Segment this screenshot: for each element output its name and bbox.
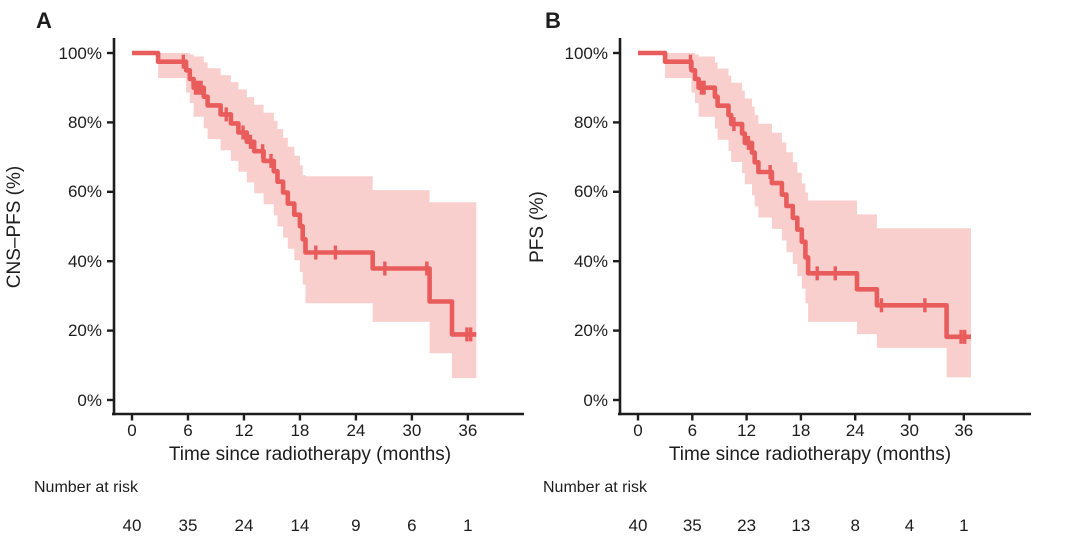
panel-b-group xyxy=(613,38,1031,421)
number-at-risk-value-a: 40 xyxy=(122,516,142,535)
x-tick-label-a: 18 xyxy=(290,421,310,440)
y-tick-label-b: 40% xyxy=(573,251,608,271)
x-tick-label-a: 24 xyxy=(346,421,366,440)
number-at-risk-value-b: 35 xyxy=(682,516,702,535)
y-tick-label-b: 100% xyxy=(564,43,608,63)
panel-a-y-axis-title: CNS–PFS (%) xyxy=(4,165,25,289)
x-tick-label-a: 6 xyxy=(183,421,193,440)
number-at-risk-value-a: 6 xyxy=(407,516,417,535)
number-at-risk-value-b: 13 xyxy=(791,516,811,535)
number-at-risk-value-a: 9 xyxy=(351,516,361,535)
x-tick-label-b: 12 xyxy=(737,421,757,440)
y-tick-label-a: 0% xyxy=(77,390,102,410)
number-at-risk-value-b: 23 xyxy=(737,516,757,535)
y-tick-label-a: 20% xyxy=(67,321,102,341)
x-tick-label-b: 24 xyxy=(845,421,865,440)
panel-b-x-axis-title: Time since radiotherapy (months) xyxy=(668,444,952,465)
panel-a-label: A xyxy=(36,8,52,33)
x-tick-label-b: 18 xyxy=(791,421,811,440)
number-at-risk-value-b: 1 xyxy=(959,516,969,535)
number-at-risk-value-b: 4 xyxy=(904,516,915,535)
number-at-risk-value-a: 1 xyxy=(463,516,473,535)
x-tick-label-a: 12 xyxy=(234,421,254,440)
x-tick-label-a: 30 xyxy=(402,421,422,440)
panel-a-x-axis-title: Time since radiotherapy (months) xyxy=(168,444,452,465)
x-tick-label-b: 6 xyxy=(687,421,698,440)
number-at-risk-value-a: 14 xyxy=(290,516,310,535)
number-at-risk-value-a: 35 xyxy=(178,516,198,535)
x-tick-label-b: 36 xyxy=(954,421,974,440)
y-tick-label-a: 60% xyxy=(67,182,102,202)
y-tick-label-a: 40% xyxy=(67,251,102,271)
panel-b-label: B xyxy=(545,8,561,33)
y-tick-label-b: 0% xyxy=(583,390,608,410)
y-tick-label-b: 80% xyxy=(573,112,608,132)
y-tick-label-b: 20% xyxy=(573,321,608,341)
confidence-band-b xyxy=(665,53,971,378)
number-at-risk-value-a: 24 xyxy=(234,516,254,535)
x-tick-label-a: 36 xyxy=(458,421,478,440)
y-tick-label-b: 60% xyxy=(573,182,608,202)
y-tick-label-a: 100% xyxy=(58,43,102,63)
x-tick-label-b: 0 xyxy=(633,421,643,440)
panel-a-number-at-risk-header: Number at risk xyxy=(34,479,139,496)
y-tick-label-a: 80% xyxy=(67,112,102,132)
number-at-risk-value-b: 8 xyxy=(850,516,860,535)
x-tick-label-a: 0 xyxy=(127,421,137,440)
panel-b-number-at-risk-header: Number at risk xyxy=(543,479,648,496)
panel-a-group xyxy=(107,38,524,421)
number-at-risk-value-b: 40 xyxy=(628,516,648,535)
panel-b-y-axis-title: PFS (%) xyxy=(527,191,548,263)
x-tick-label-b: 30 xyxy=(900,421,919,440)
